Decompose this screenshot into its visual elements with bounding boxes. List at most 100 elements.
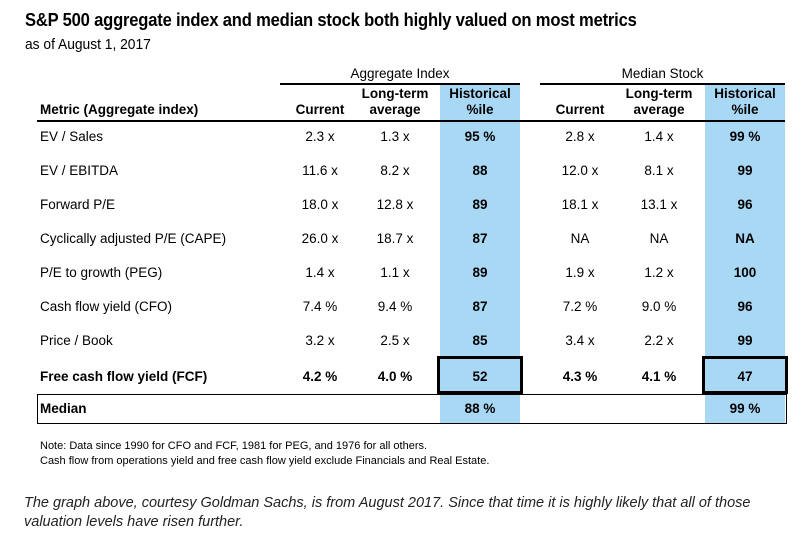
agg-percentile: 89 [472,265,488,280]
metric-label: P/E to growth (PEG) [40,265,163,280]
column-header-med-historical: Historical %ile [705,86,785,118]
agg-current: 7.4 % [302,299,338,314]
med-longterm: 1.2 x [644,265,674,280]
header-line-1: Historical [449,86,511,101]
agg-current: 11.6 x [302,163,338,178]
table-row: Price / Book 3.2 x 2.5 x 85 3.4 x 2.2 x … [0,330,812,352]
table-row: Cash flow yield (CFO) 7.4 % 9.4 % 87 7.2… [0,296,812,318]
table-row-median: Median 88 % 99 % [0,398,812,420]
chart-subtitle: as of August 1, 2017 [25,36,151,53]
column-header-agg-current: Current [285,102,355,118]
median-label: Median [40,401,87,416]
agg-longterm: 1.3 x [380,129,410,144]
table-row: Cyclically adjusted P/E (CAPE) 26.0 x 18… [0,228,812,250]
agg-percentile: 95 % [464,129,496,144]
agg-median-percentile: 88 % [464,401,496,416]
med-current: 1.9 x [565,265,595,280]
metric-label: Cash flow yield (CFO) [40,299,173,314]
metric-label: EV / EBITDA [40,163,119,178]
header-line-2: %ile [466,102,494,117]
header-line-2: average [369,102,421,117]
med-fcf-highlight-box [702,356,788,394]
agg-fcf-highlight-box [437,356,523,394]
metric-label: Forward P/E [40,197,116,212]
med-longterm: 4.1 % [641,369,677,384]
caption-text: The graph above, courtesy Goldman Sachs,… [24,495,751,530]
med-percentile: 99 % [729,129,761,144]
table-row-fcf: Free cash flow yield (FCF) 4.2 % 4.0 % 5… [0,366,812,388]
med-percentile: 99 [737,333,753,348]
column-header-metric: Metric (Aggregate index) [40,102,199,117]
header-line-1: Long-term [361,86,429,101]
footnote-line-1: Note: Data since 1990 for CFO and FCF, 1… [40,440,428,452]
med-longterm: NA [649,231,669,246]
header-line-2: average [633,102,685,117]
med-longterm: 8.1 x [644,163,674,178]
med-percentile: NA [735,231,755,246]
table-row: EV / EBITDA 11.6 x 8.2 x 88 12.0 x 8.1 x… [0,160,812,182]
group-header-aggregate: Aggregate Index [350,66,450,81]
agg-percentile: 85 [472,333,488,348]
med-longterm: 1.4 x [644,129,674,144]
aggregate-percentile-highlight [440,84,520,424]
agg-longterm: 4.0 % [377,369,413,384]
med-median-percentile: 99 % [729,401,761,416]
med-percentile: 96 [737,197,753,212]
agg-current: 2.3 x [305,129,335,144]
agg-longterm: 12.8 x [376,197,414,212]
agg-longterm: 18.7 x [376,231,414,246]
table-row: EV / Sales 2.3 x 1.3 x 95 % 2.8 x 1.4 x … [0,126,812,148]
column-header-med-longterm: Long-term average [618,86,700,118]
footnote-line-2: Cash flow from operations yield and free… [40,455,490,467]
metric-label: Free cash flow yield (FCF) [40,369,208,384]
agg-percentile: 52 [472,369,488,384]
med-percentile: 100 [733,265,757,280]
med-current: 2.8 x [565,129,595,144]
agg-current: 1.4 x [305,265,335,280]
med-current: 4.3 % [562,369,598,384]
group-rule-median [540,83,785,85]
column-header-agg-longterm: Long-term average [355,86,435,118]
med-longterm: 13.1 x [640,197,678,212]
header-rule [37,120,785,122]
agg-percentile: 87 [472,299,488,314]
agg-current: 4.2 % [302,369,338,384]
agg-longterm: 9.4 % [377,299,413,314]
med-longterm: 2.2 x [644,333,674,348]
metric-label: Cyclically adjusted P/E (CAPE) [40,231,227,246]
agg-percentile: 89 [472,197,488,212]
header-text: Current [295,102,345,117]
agg-current: 3.2 x [305,333,335,348]
med-percentile: 99 [737,163,753,178]
column-header-med-current: Current [545,102,615,118]
table-row: P/E to growth (PEG) 1.4 x 1.1 x 89 1.9 x… [0,262,812,284]
agg-percentile: 87 [472,231,488,246]
table-row: Forward P/E 18.0 x 12.8 x 89 18.1 x 13.1… [0,194,812,216]
med-percentile: 96 [737,299,753,314]
group-rule-aggregate [280,83,520,85]
header-line-2: %ile [731,102,759,117]
med-current: NA [570,231,590,246]
med-current: 7.2 % [562,299,598,314]
med-current: 12.0 x [561,163,599,178]
med-current: 18.1 x [561,197,599,212]
column-header-agg-historical: Historical %ile [440,86,520,118]
agg-current: 26.0 x [301,231,339,246]
agg-longterm: 8.2 x [380,163,410,178]
agg-longterm: 2.5 x [380,333,410,348]
med-current: 3.4 x [565,333,595,348]
med-percentile: 47 [737,369,753,384]
agg-percentile: 88 [472,163,488,178]
metric-label: Price / Book [40,333,113,348]
header-line-1: Historical [714,86,776,101]
agg-longterm: 1.1 x [380,265,410,280]
header-text: Current [555,102,605,117]
agg-current: 18.0 x [301,197,339,212]
metric-label: EV / Sales [40,129,104,144]
group-header-median: Median Stock [621,66,704,81]
med-longterm: 9.0 % [641,299,677,314]
header-line-1: Long-term [625,86,693,101]
chart-title: S&P 500 aggregate index and median stock… [25,10,637,30]
median-row-border [37,394,787,424]
median-percentile-highlight [705,84,785,424]
